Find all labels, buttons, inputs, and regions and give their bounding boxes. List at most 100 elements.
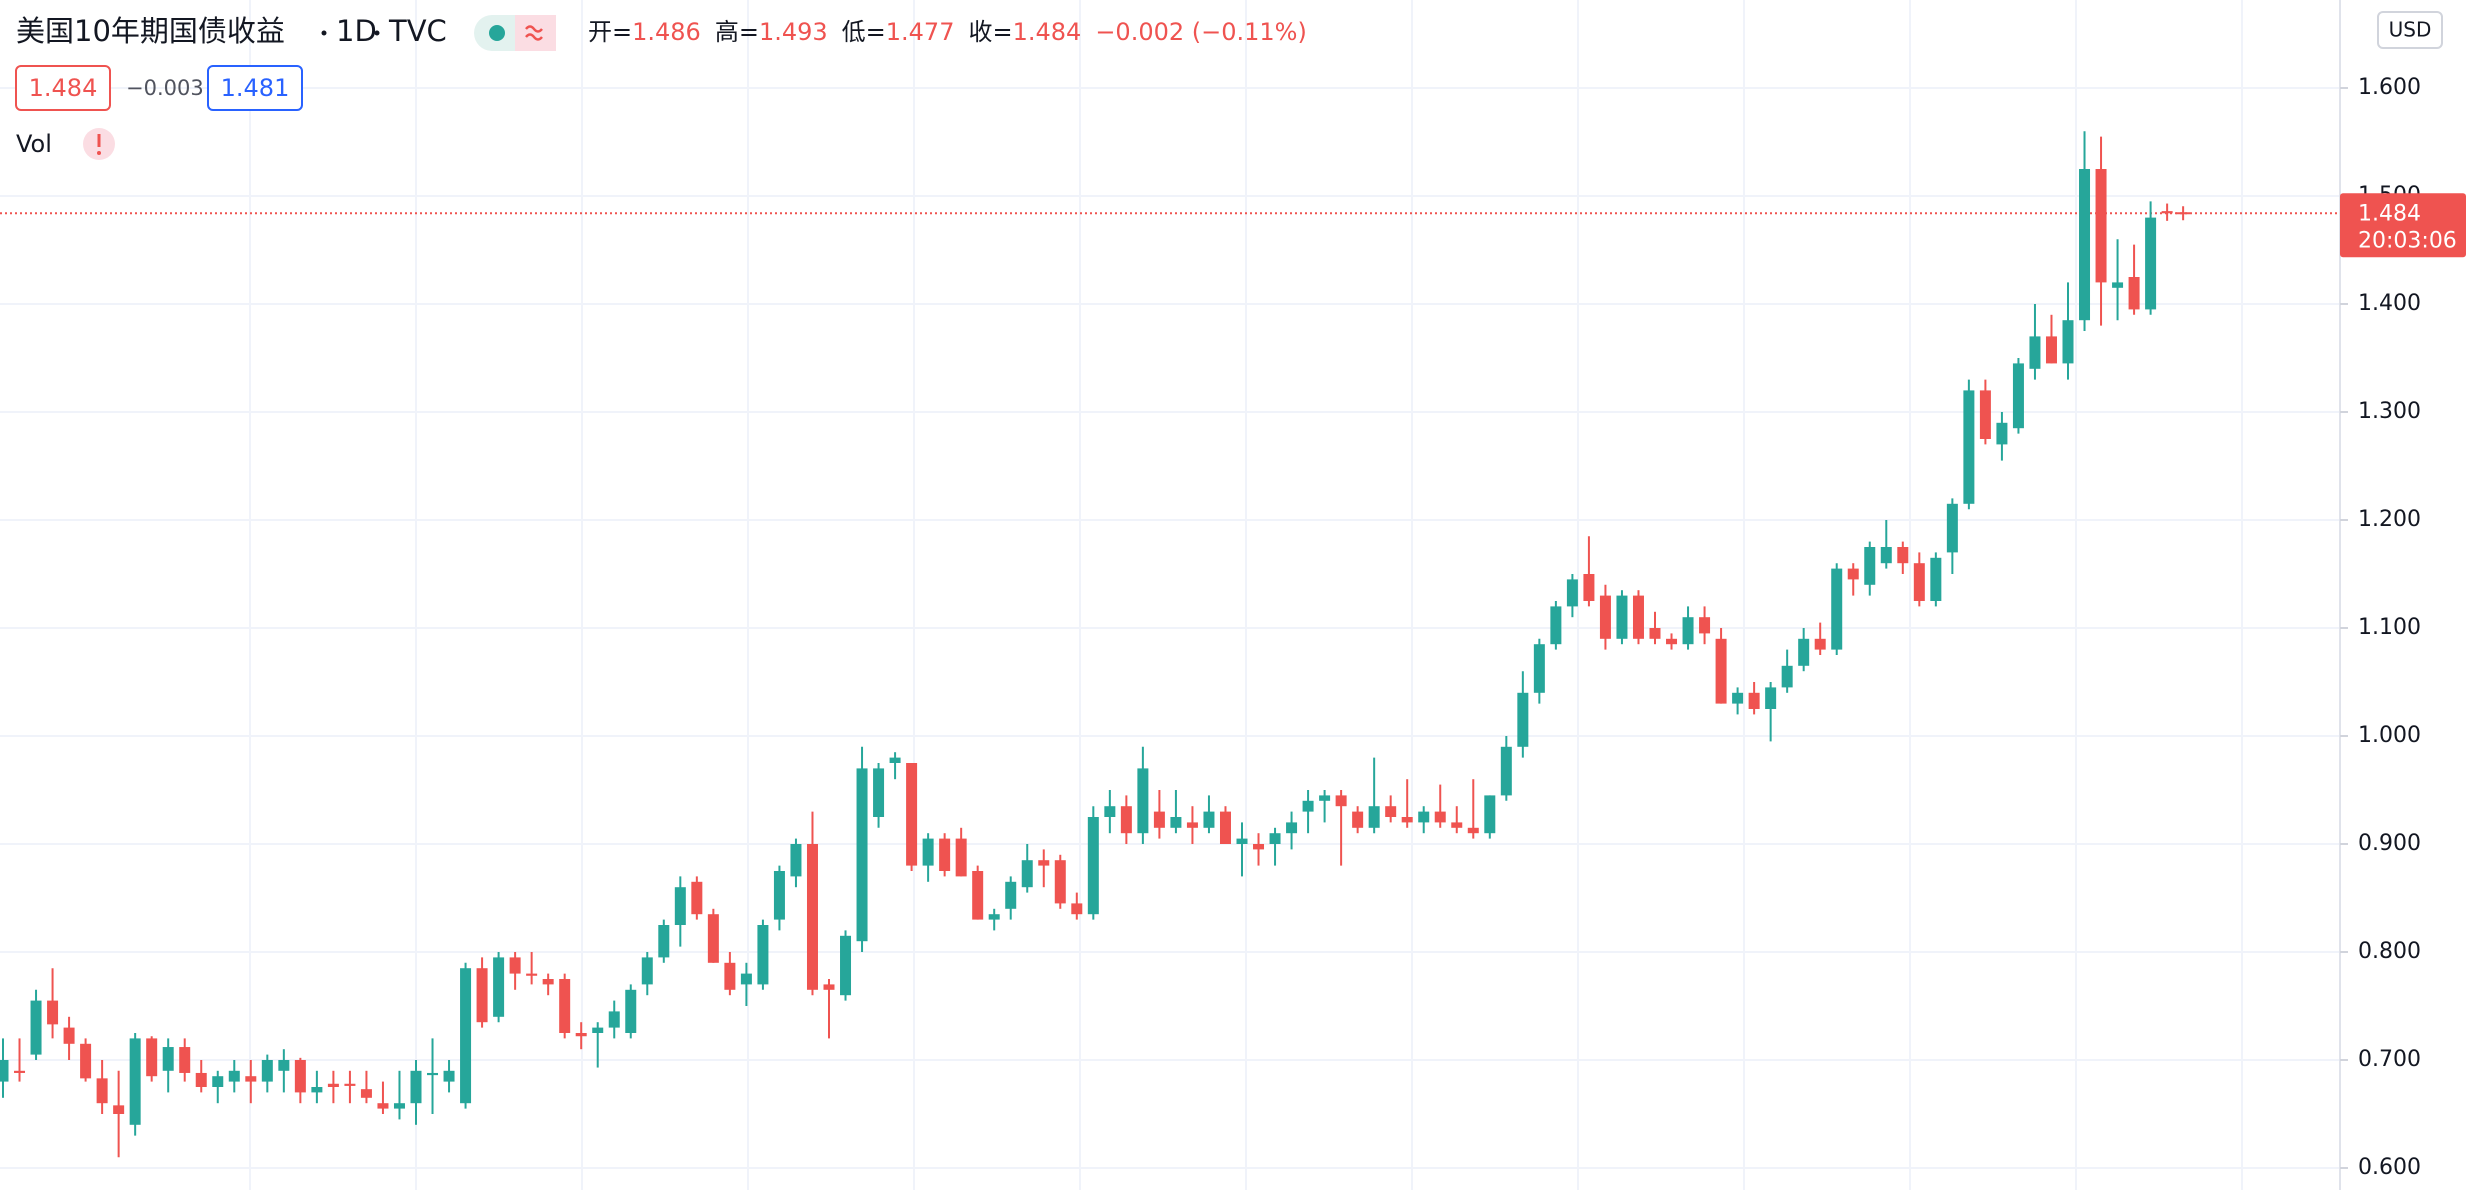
candle-body [559,979,571,1033]
candle-body [1253,844,1265,850]
candle-body [393,1103,405,1109]
candle-body [790,844,802,877]
ohlc-row: 开=1.486 高=1.493 低=1.477 收=1.484 −0.002 (−0.1… [588,18,1307,46]
candle-body [906,763,918,866]
y-tick-label: 0.900 [2358,831,2421,856]
candle-body [1137,768,1149,834]
candle-body [47,1000,59,1025]
ohlc-label: 开= [588,18,632,46]
candle-body [327,1083,339,1087]
y-tick-label: 1.300 [2358,399,2421,424]
price-axis: 0.600 0.700 0.800 0.900 1.000 1.100 1.200 1.300… [2340,75,2466,1180]
candle-body [1335,795,1347,807]
candle-body [1632,595,1644,639]
candle-body [113,1105,125,1114]
candle-body [1352,811,1364,828]
candle-body [1666,638,1678,645]
candle-body [1484,795,1496,834]
y-tick-label: 1.400 [2358,291,2421,316]
candle-body [1566,579,1578,607]
candle-body [873,768,885,817]
candle-body [707,914,719,963]
last-price-label: 1.484 [2358,201,2421,226]
candle-body [806,844,818,990]
y-tick-label: 1.600 [2358,75,2421,100]
separator [321,30,327,36]
ask-box[interactable] [207,65,303,111]
indicator: Vol [16,130,52,158]
last-price-box [2340,193,2466,258]
candle-body [476,968,488,1023]
candle-body [146,1038,158,1077]
candle-body [1005,881,1017,909]
candle-body [1186,822,1198,828]
currency: USD [2389,18,2432,42]
ohlc-label: 低= [842,18,886,46]
candle-body [2029,336,2041,369]
candle-body [939,838,951,871]
candle-body [294,1060,306,1093]
candle-body [1550,606,1562,645]
candle-body [1517,692,1529,747]
candle-body [2128,277,2140,310]
candle-body [96,1078,108,1104]
candle-body [988,914,1000,920]
market-open-dot [489,25,505,41]
candle-body [1071,903,1083,915]
candle-body [1930,557,1942,601]
candle-body [0,1060,9,1082]
currency-button[interactable] [2377,11,2443,49]
candle-body [1269,833,1281,844]
candle-body [1500,746,1512,796]
candle-body [2161,211,2173,214]
ohlc-label: 高= [715,18,759,46]
candle-body [410,1070,422,1104]
candle-body [1765,687,1777,709]
candle-body [1897,547,1909,564]
delayed-icon [525,25,543,41]
candles [0,131,2191,1158]
crosshair-marker [2176,206,2191,221]
candle-body [311,1087,323,1093]
candle-body [526,973,538,976]
candle-body [14,1070,26,1073]
candle-body [212,1076,224,1087]
ask: 1.481 [221,74,290,102]
candle-body [922,838,934,866]
spread: −0.003 [126,76,204,100]
candle-body [129,1038,141,1125]
candle-body [1038,860,1050,866]
candle-body [1831,568,1843,650]
candle-body [1451,822,1463,828]
symbol: 美国10年期国债收益 [16,14,285,48]
candle-body [1699,617,1711,634]
bid: 1.484 [29,74,98,102]
bid-box[interactable] [15,65,111,111]
candle-body [2012,363,2024,429]
warning-icon-dot [97,151,101,155]
candle-body [1054,860,1066,904]
candle-body [1715,638,1727,704]
candle-body [542,979,554,985]
candle-body [1203,811,1215,828]
ohlc-value: 1.477 [886,18,955,46]
interval: 1D [336,14,377,48]
y-tick-label: 1.000 [2358,723,2421,748]
candle-body [261,1060,273,1082]
candle-body [278,1060,290,1071]
countdown: 20:03:06 [2358,228,2457,253]
candle-body [195,1072,207,1087]
candle-body [1814,638,1826,650]
candle-body [162,1047,174,1071]
candle-body [460,968,472,1104]
candle-body [691,881,703,915]
exchange: TVC [388,14,447,48]
y-tick-label: 0.800 [2358,939,2421,964]
ohlc-value: 1.484 [1013,18,1082,46]
candle-body [1104,806,1116,817]
candle-body [245,1076,257,1082]
candle-body [1599,595,1611,639]
candle-body [1913,563,1925,601]
candle-body [757,925,769,985]
